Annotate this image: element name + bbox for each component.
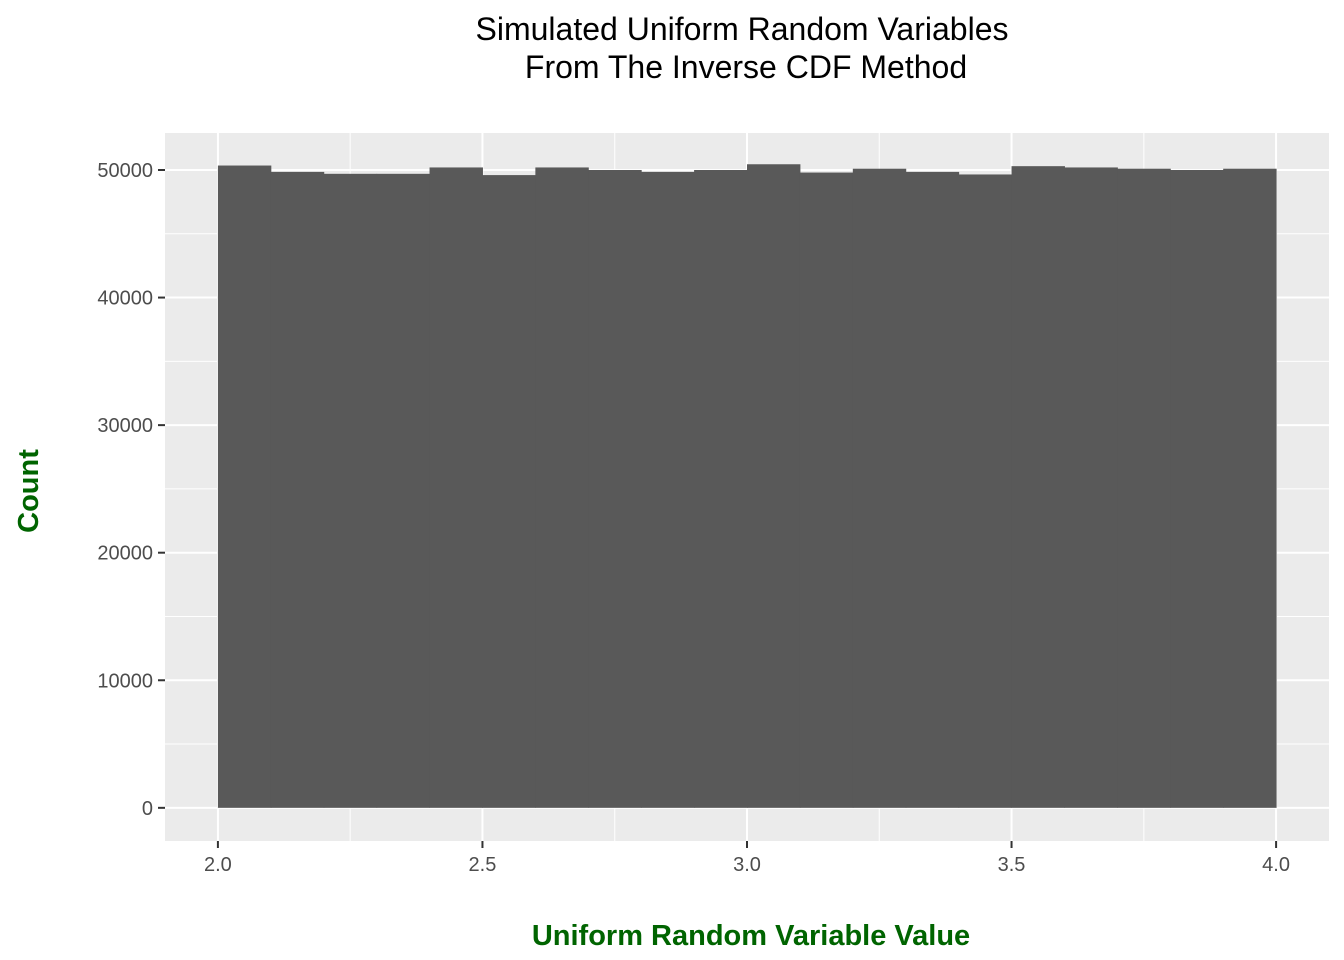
histogram-bar xyxy=(270,171,325,808)
histogram-bar xyxy=(1170,169,1224,808)
x-axis: 2.0 2.5 3.0 3.5 4.0 xyxy=(204,841,1290,876)
y-tick-label: 10000 xyxy=(97,670,153,692)
y-axis: 0 10000 20000 30000 40000 50000 xyxy=(97,160,165,820)
x-axis-title: Uniform Random Variable Value xyxy=(532,920,970,952)
x-tick-label: 3.5 xyxy=(998,854,1026,876)
y-tick-label: 20000 xyxy=(97,543,153,565)
histogram-bar xyxy=(376,173,431,808)
x-tick-label: 4.0 xyxy=(1262,854,1290,876)
histogram-bar xyxy=(905,171,960,808)
histogram-bar xyxy=(799,172,854,808)
y-tick-label: 30000 xyxy=(97,415,153,437)
histogram-bar xyxy=(217,165,272,808)
histogram-bar xyxy=(1011,166,1065,808)
histogram-bar xyxy=(429,167,483,808)
histogram-bar xyxy=(588,169,642,808)
chart-title: Simulated Uniform Random Variables xyxy=(476,11,1009,47)
histogram-bar xyxy=(535,167,589,808)
histogram-bar xyxy=(1223,168,1277,808)
histogram-bar xyxy=(1117,168,1171,808)
histogram-bar xyxy=(747,164,801,808)
x-tick-label: 3.0 xyxy=(733,854,761,876)
x-tick-label: 2.0 xyxy=(204,854,232,876)
histogram-bar xyxy=(852,168,907,808)
histogram-bar xyxy=(482,175,536,808)
histogram-bar xyxy=(1064,167,1118,808)
x-tick-label: 2.5 xyxy=(469,854,497,876)
histogram-bar xyxy=(958,174,1013,808)
histogram-bar xyxy=(694,169,748,808)
chart-title-group: Simulated Uniform Random Variables From … xyxy=(476,11,1009,85)
y-axis-title: Count xyxy=(13,449,45,533)
histogram-bars xyxy=(217,164,1277,808)
y-tick-label: 40000 xyxy=(97,288,153,310)
y-tick-label: 50000 xyxy=(97,160,153,182)
y-tick-label: 0 xyxy=(142,798,153,820)
chart-subtitle: From The Inverse CDF Method xyxy=(525,49,967,85)
histogram-bar xyxy=(323,173,378,808)
histogram-bar xyxy=(641,171,695,808)
